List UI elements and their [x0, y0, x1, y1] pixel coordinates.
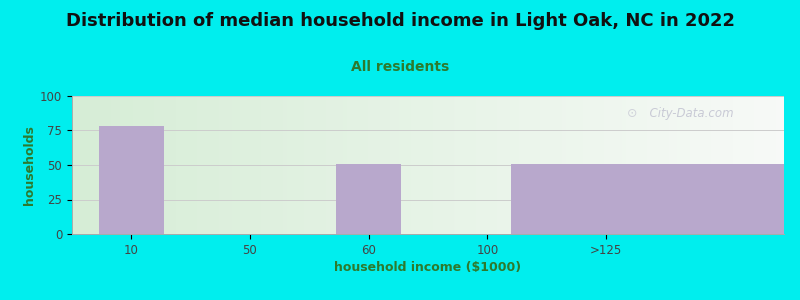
Text: All residents: All residents [351, 60, 449, 74]
X-axis label: household income ($1000): household income ($1000) [334, 261, 522, 274]
Text: City-Data.com: City-Data.com [642, 107, 734, 120]
Text: ⊙: ⊙ [627, 107, 638, 120]
Bar [98, 126, 164, 234]
Bar [336, 164, 402, 234]
Bar [511, 164, 800, 234]
Text: Distribution of median household income in Light Oak, NC in 2022: Distribution of median household income … [66, 12, 734, 30]
Y-axis label: households: households [23, 125, 36, 205]
